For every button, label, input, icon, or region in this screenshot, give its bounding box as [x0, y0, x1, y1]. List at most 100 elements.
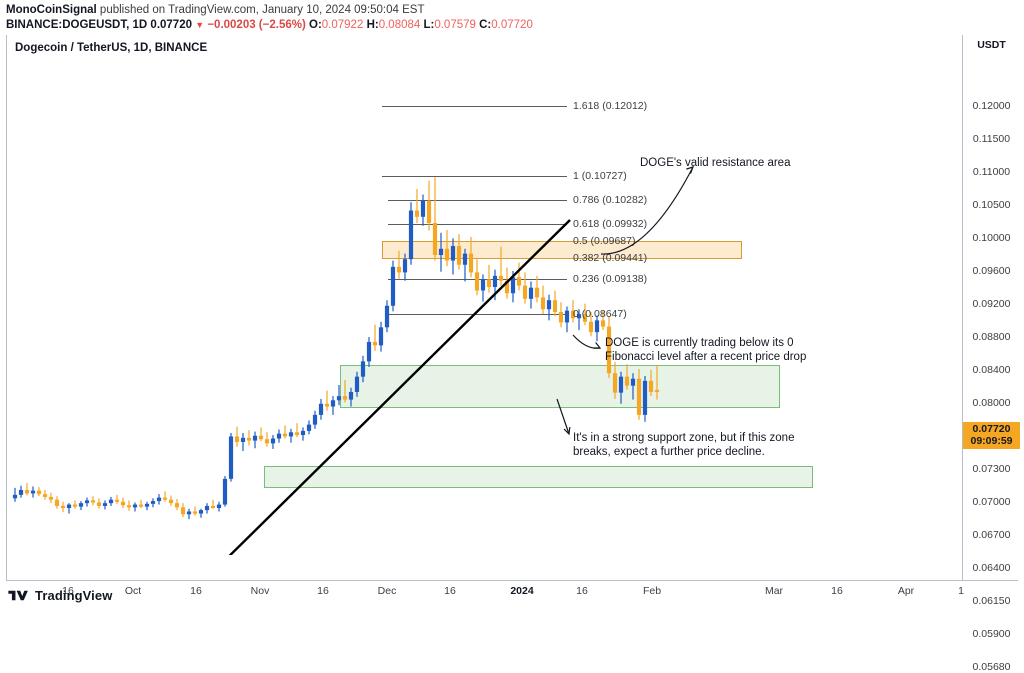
high-label: H: [366, 18, 379, 31]
candle [186, 508, 192, 520]
candle [78, 501, 84, 511]
candle [84, 497, 90, 507]
candle [234, 426, 240, 447]
chart-plot-area[interactable]: 1.618 (0.12012) 1 (0.10727) 0.786 (0.10282… [7, 35, 962, 555]
time-tick: 1 [958, 585, 964, 597]
candle [24, 483, 30, 496]
candle [468, 236, 474, 278]
candle [264, 432, 270, 447]
candle [324, 390, 330, 411]
fib-line-1[interactable] [382, 176, 567, 177]
chart-info-header: MonoCoinSignal published on TradingView.… [0, 0, 1024, 33]
open-value: 0.07922 [321, 18, 364, 31]
zone-support-lower[interactable] [264, 466, 813, 488]
candle [570, 300, 576, 323]
price-tick: 0.07000 [972, 496, 1011, 508]
annotation-resistance-note[interactable]: DOGE's valid resistance area [640, 157, 791, 169]
current-price-badge: 0.07720 09:09:59 [963, 422, 1020, 449]
candle [654, 364, 660, 400]
price-tick: 0.06700 [972, 529, 1011, 541]
candle [588, 312, 594, 337]
candle [540, 285, 546, 315]
annotation-arrow [600, 166, 694, 255]
candle [198, 508, 204, 518]
drawings-overlay [207, 166, 695, 555]
candle [204, 503, 210, 514]
arrow-head-icon [592, 342, 602, 349]
candle [630, 373, 636, 400]
candle [564, 306, 570, 333]
price-tick: 0.06400 [972, 562, 1011, 574]
fib-label-0: 0 (0.08647) [573, 308, 627, 320]
candle [456, 234, 462, 270]
fib-line-0.5[interactable] [388, 241, 567, 242]
candle [384, 300, 390, 333]
candle [612, 362, 618, 399]
symbol-ticker[interactable]: BINANCE:DOGEUSDT, 1D [6, 18, 148, 31]
candle [288, 428, 294, 443]
low-value: 0.07579 [434, 18, 476, 31]
candle [210, 499, 216, 509]
time-scale[interactable]: 16 Oct 16 Nov 16 Dec 16 2024 16 Feb Mar 16 Apr 1 [6, 580, 1018, 600]
annotation-below-fib-note[interactable]: DOGE is currently trading below its 0 Fi… [605, 337, 807, 363]
fib-line-0.786[interactable] [388, 200, 567, 201]
candle [222, 476, 228, 507]
candle [174, 498, 180, 511]
price-tick: 0.08800 [972, 331, 1011, 343]
candle [648, 369, 654, 397]
fib-line-0.618[interactable] [388, 224, 567, 225]
annotation-support-zone-note[interactable]: It's in a strong support zone, but if th… [573, 432, 795, 458]
candle [600, 310, 606, 331]
arrow-head-icon [563, 426, 571, 436]
tradingview-footer: TradingView [8, 588, 112, 603]
fib-label-1.618: 1.618 (0.12012) [573, 100, 648, 112]
candle [396, 250, 402, 279]
candle [414, 188, 420, 224]
zone-support-upper[interactable] [340, 365, 780, 408]
fib-line-0[interactable] [388, 314, 567, 315]
price-tick: 0.10000 [972, 232, 1011, 244]
candle [54, 496, 60, 509]
candle [300, 427, 306, 441]
publisher-line: MonoCoinSignal published on TradingView.… [6, 3, 1024, 18]
candle [18, 485, 24, 498]
arrow-head-icon [686, 166, 695, 174]
price-tick: 0.12000 [972, 100, 1011, 112]
price-tick: 0.11000 [972, 166, 1011, 178]
fib-line-0.382[interactable] [388, 258, 567, 259]
candle [420, 194, 426, 226]
candle [42, 489, 48, 500]
candle [558, 302, 564, 328]
candle [138, 499, 144, 509]
time-tick: 2024 [510, 585, 534, 597]
time-tick: 16 [62, 585, 74, 597]
time-tick: 16 [576, 585, 588, 597]
candle [390, 260, 396, 312]
candle [480, 274, 486, 302]
candle [246, 430, 252, 446]
candle [96, 498, 102, 509]
candle [48, 492, 54, 504]
candle [318, 398, 324, 420]
fib-label-0.236: 0.236 (0.09138) [573, 273, 648, 285]
price-scale[interactable]: USDT 0.12000 0.11500 0.11000 0.10500 0.10000… [962, 35, 1020, 673]
candle [372, 324, 378, 351]
chart-frame: Dogecoin / TetherUS, 1D, BINANCE 1.618 (… [6, 35, 1020, 673]
candle [582, 303, 588, 326]
tradingview-logo-icon [8, 590, 28, 601]
candle [252, 431, 258, 449]
candle [432, 177, 438, 261]
candle [132, 502, 138, 512]
candle [336, 385, 342, 406]
fib-line-1.618[interactable] [382, 106, 567, 107]
candle [30, 486, 36, 498]
price-tick: 0.08000 [972, 397, 1011, 409]
candle [258, 427, 264, 442]
fib-label-1: 1 (0.10727) [573, 170, 627, 182]
candle [216, 501, 222, 512]
candle [294, 423, 300, 438]
price-tick: 0.09200 [972, 298, 1011, 310]
candle [576, 309, 582, 331]
candle [594, 315, 600, 342]
trendline[interactable] [207, 219, 571, 555]
